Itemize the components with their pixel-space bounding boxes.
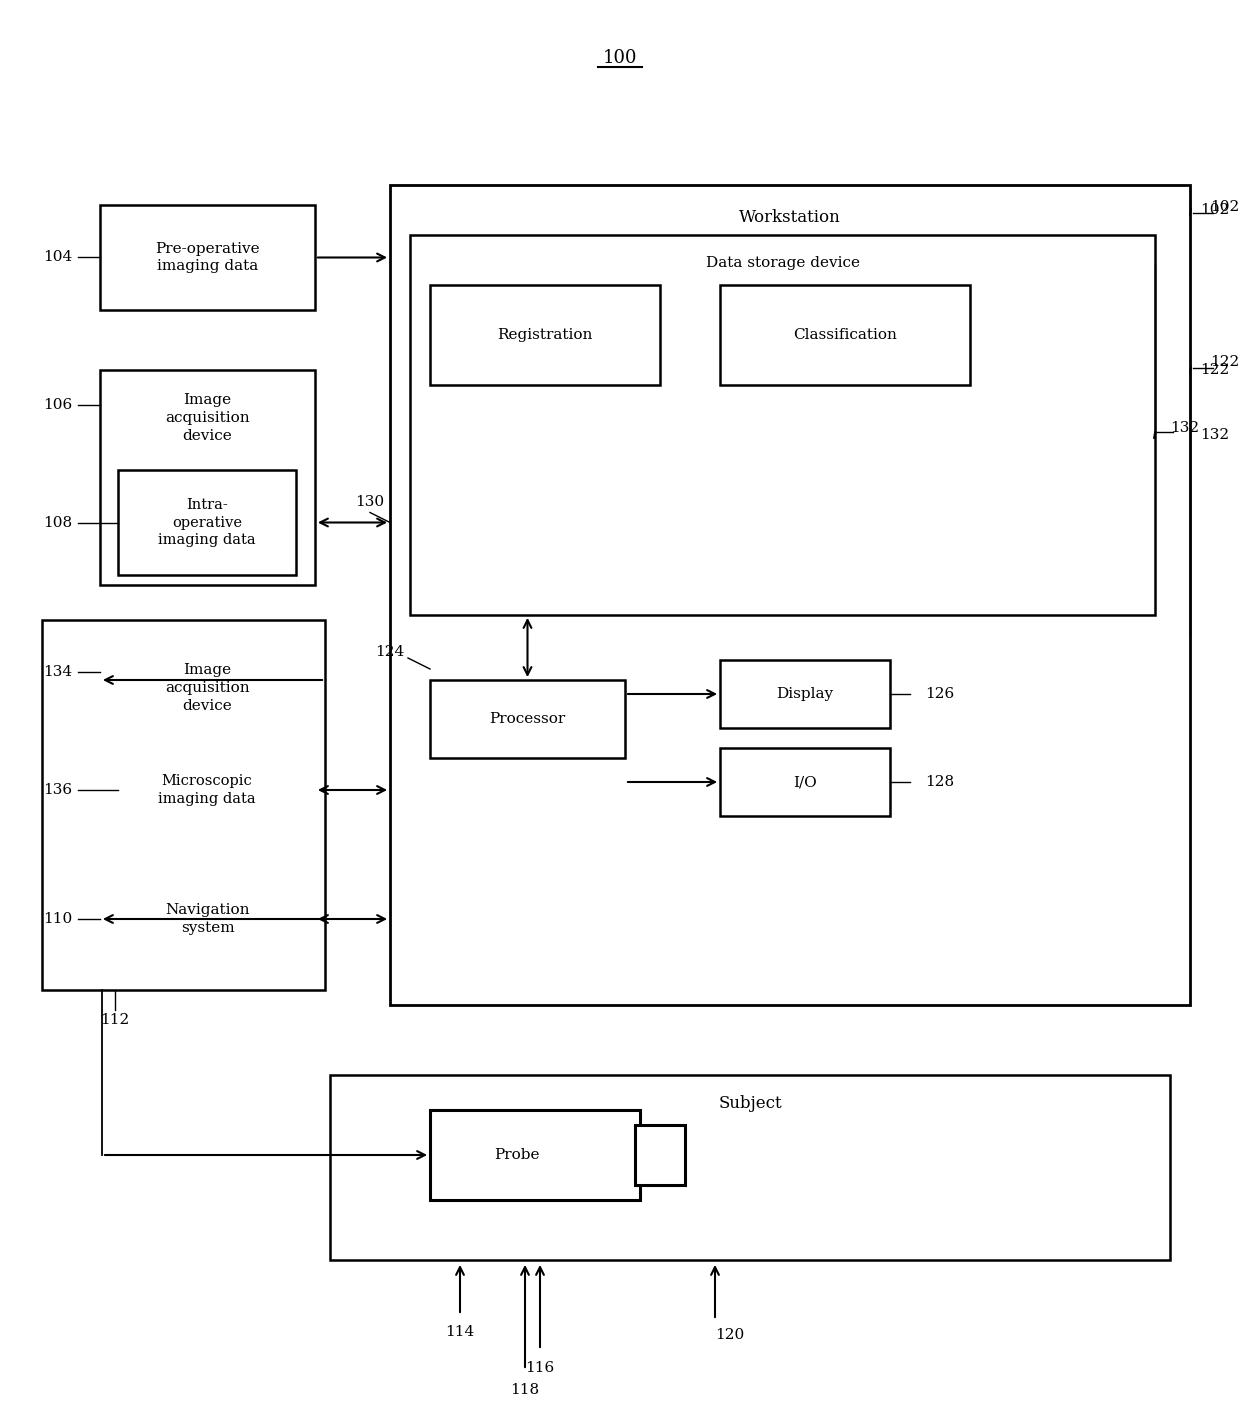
Bar — [720, 659, 890, 728]
Text: 116: 116 — [526, 1361, 554, 1375]
Bar — [410, 234, 1154, 615]
Bar — [100, 640, 315, 850]
Bar — [100, 370, 315, 585]
Text: 136: 136 — [43, 783, 73, 797]
Text: 126: 126 — [925, 687, 955, 702]
Text: I/O: I/O — [794, 774, 817, 788]
Text: 106: 106 — [43, 398, 73, 412]
Bar — [42, 620, 325, 991]
Text: 100: 100 — [603, 49, 637, 67]
Text: 122: 122 — [1210, 355, 1240, 369]
Text: 102: 102 — [1210, 201, 1240, 215]
Bar — [118, 470, 296, 575]
Text: 110: 110 — [43, 912, 73, 926]
Text: 104: 104 — [43, 250, 73, 264]
Text: Image
acquisition
device: Image acquisition device — [165, 393, 249, 443]
Text: 132: 132 — [1200, 428, 1230, 442]
Text: Data storage device: Data storage device — [706, 255, 859, 269]
Bar — [720, 285, 970, 384]
Text: Workstation: Workstation — [739, 209, 841, 226]
Text: 130: 130 — [356, 495, 384, 509]
Text: 124: 124 — [376, 645, 404, 659]
Text: Microscopic
imaging data: Microscopic imaging data — [159, 774, 255, 805]
Text: Intra-
operative
imaging data: Intra- operative imaging data — [159, 498, 255, 547]
Bar — [100, 205, 315, 310]
Text: Classification: Classification — [794, 328, 897, 342]
Bar — [391, 185, 1190, 1005]
Text: 112: 112 — [100, 1013, 130, 1027]
Bar — [100, 875, 315, 962]
Bar — [430, 1110, 640, 1200]
Bar — [430, 285, 660, 384]
Text: Processor: Processor — [490, 711, 565, 725]
Text: 134: 134 — [43, 665, 73, 679]
Text: Pre-operative
imaging data: Pre-operative imaging data — [155, 241, 260, 274]
Text: Probe: Probe — [495, 1148, 539, 1162]
Text: 122: 122 — [1200, 363, 1230, 377]
Text: 108: 108 — [43, 516, 73, 530]
Text: Registration: Registration — [497, 328, 593, 342]
Bar — [118, 739, 296, 840]
Text: Image
acquisition
device: Image acquisition device — [165, 664, 249, 713]
Text: 114: 114 — [445, 1324, 475, 1338]
Bar — [720, 748, 890, 817]
Text: 120: 120 — [715, 1329, 745, 1343]
Text: Display: Display — [776, 687, 833, 702]
Text: 118: 118 — [511, 1383, 539, 1397]
Text: Navigation
system: Navigation system — [165, 904, 249, 934]
Text: Subject: Subject — [718, 1094, 781, 1111]
Text: 128: 128 — [925, 774, 955, 788]
Bar — [330, 1075, 1171, 1260]
Text: 102: 102 — [1200, 203, 1230, 217]
Bar — [430, 680, 625, 758]
Bar — [635, 1125, 684, 1186]
Text: 132: 132 — [1171, 421, 1199, 435]
